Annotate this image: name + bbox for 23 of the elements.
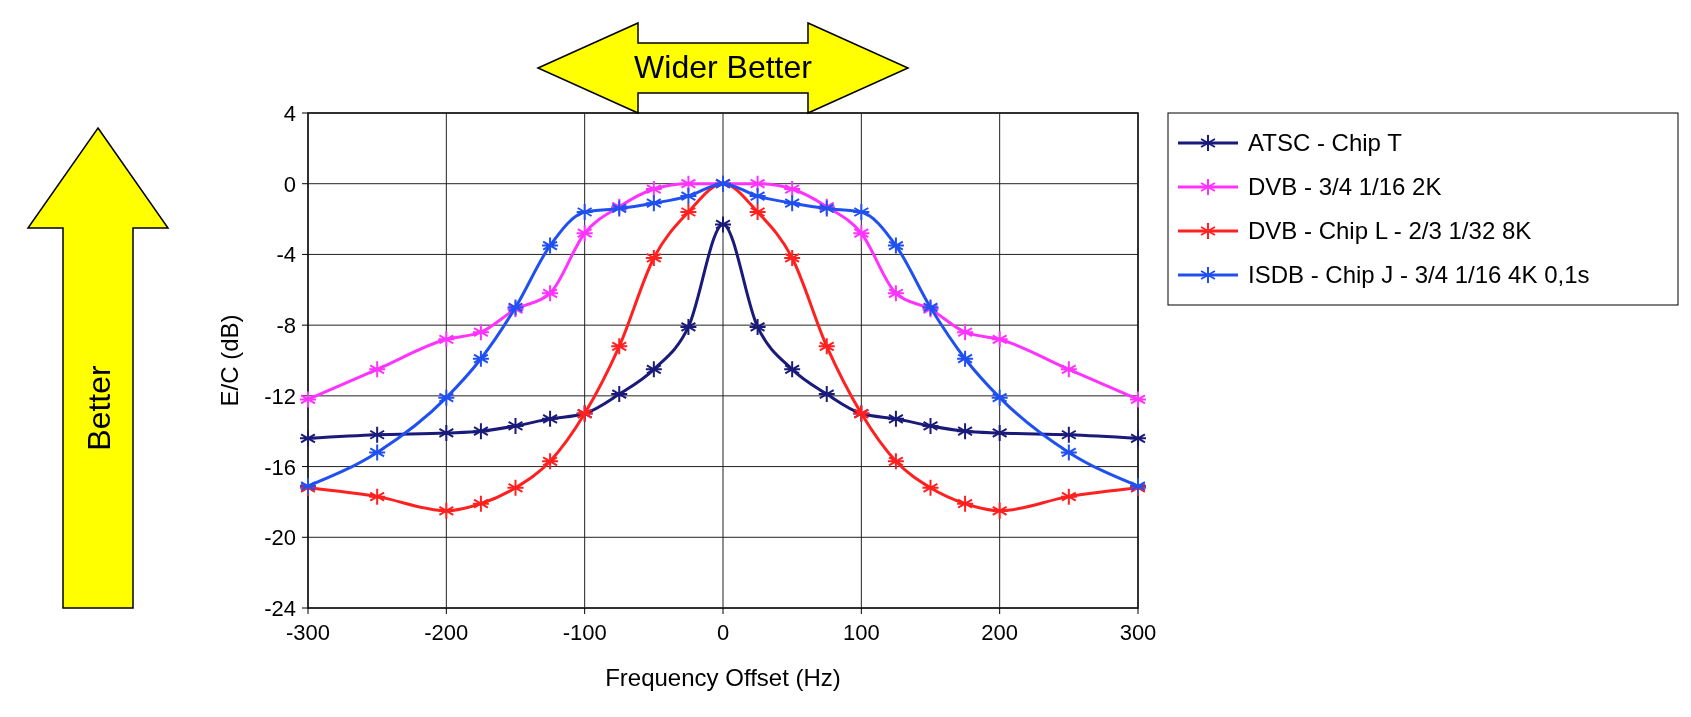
- x-tick-label: -300: [285, 620, 331, 645]
- y-tick-label: 0: [283, 171, 296, 197]
- x-tick-label: -100: [562, 620, 607, 645]
- x-tick-label: 100: [842, 620, 880, 645]
- legend-label: ISDB - Chip J - 3/4 1/16 4K 0,1s: [1248, 261, 1590, 288]
- text: Wider Better: [634, 49, 813, 85]
- legend-label: DVB - Chip L - 2/3 1/32 8K: [1248, 217, 1532, 244]
- y-tick-label: -16: [264, 454, 296, 480]
- x-tick-label: -200: [424, 620, 469, 645]
- y-tick-label: -20: [264, 525, 296, 551]
- y-tick-label: -24: [264, 596, 296, 621]
- legend-label: DVB - 3/4 1/16 2K: [1248, 173, 1442, 200]
- y-tick-label: -8: [276, 313, 296, 339]
- y-tick-label: -12: [264, 383, 296, 409]
- y-axis-title: E/C (dB): [216, 314, 243, 407]
- legend-label: ATSC - Chip T: [1248, 129, 1403, 156]
- x-tick-label: 200: [981, 620, 1019, 645]
- text: Better: [81, 364, 117, 451]
- x-axis-title: Frequency Offset (Hz): [605, 664, 841, 691]
- y-tick-label: -4: [276, 242, 296, 268]
- x-tick-label: 300: [1119, 620, 1157, 645]
- x-tick-label: 0: [716, 620, 730, 645]
- y-tick-label: 4: [283, 101, 296, 126]
